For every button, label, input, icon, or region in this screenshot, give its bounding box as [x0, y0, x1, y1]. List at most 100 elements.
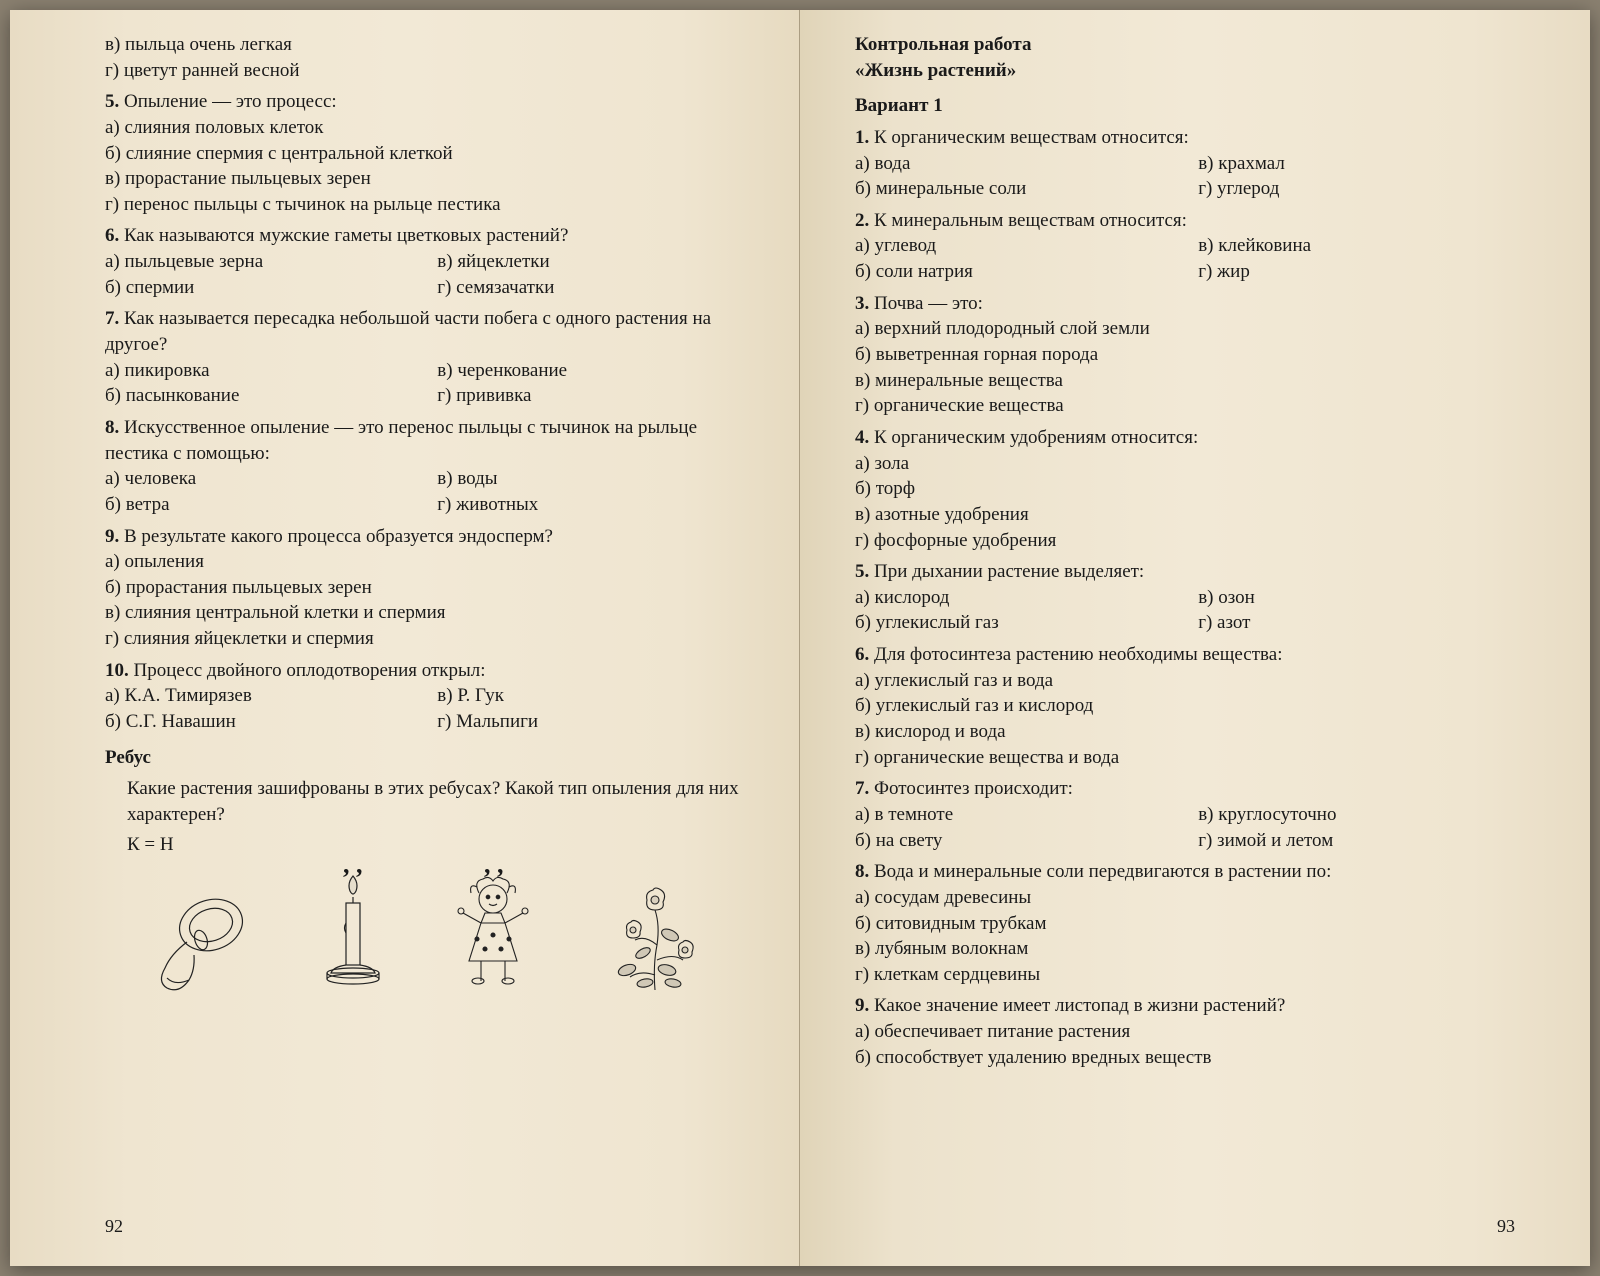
rq6-a: а) углекислый газ и вода: [855, 668, 1515, 694]
rq2-prompt: 2. К минеральным веществам относится:: [855, 208, 1515, 234]
left-content: в) пыльца очень легкая г) цветут ранней …: [105, 32, 744, 1236]
rebus-title: Ребус: [105, 745, 744, 771]
rq5-col2: в) озон г) азот: [1198, 585, 1515, 636]
rq2-a: а) углевод: [855, 233, 1198, 259]
q5-g: г) перенос пыльцы с тычинок на рыльце пе…: [105, 192, 744, 218]
q8: 8. Искусственное опыление — это перенос …: [105, 415, 744, 518]
candle-block: , ,: [323, 847, 383, 995]
rq2-g: г) жир: [1198, 259, 1515, 285]
rq2-num: 2.: [855, 210, 869, 231]
rq5-text: При дыхании растение выделяет:: [874, 561, 1144, 582]
q6-b: б) спермии: [105, 275, 437, 301]
candle-icon: [323, 873, 383, 988]
q7: 7. Как называется пересадка небольшой ча…: [105, 306, 744, 409]
q5-prompt: 5. Опыление — это процесс:: [105, 89, 744, 115]
q10-col1: а) К.А. Тимирязев б) С.Г. Навашин: [105, 683, 437, 734]
q6-col2: в) яйцеклетки г) семязачатки: [437, 249, 744, 300]
q6-g: г) семязачатки: [437, 275, 744, 301]
rq3: 3. Почва — это: а) верхний плодородный с…: [855, 291, 1515, 419]
q8-col2: в) воды г) животных: [437, 466, 744, 517]
variant: Вариант 1: [855, 93, 1515, 119]
rq3-g: г) органические вещества: [855, 393, 1515, 419]
rq4-prompt: 4. К органическим удобрениям относится:: [855, 425, 1515, 451]
q7-b: б) пасынкование: [105, 383, 437, 409]
rq7-g: г) зимой и летом: [1198, 828, 1515, 854]
rq2-col1: а) углевод б) соли натрия: [855, 233, 1198, 284]
q8-num: 8.: [105, 417, 119, 438]
rq8-num: 8.: [855, 861, 869, 882]
rq1-opts: а) вода б) минеральные соли в) крахмал г…: [855, 151, 1515, 202]
q10-text: Процесс двойного оплодотворения открыл:: [134, 660, 486, 681]
q7-v: в) черенкование: [437, 358, 744, 384]
q10-g: г) Мальпиги: [437, 709, 744, 735]
rq4: 4. К органическим удобрениям относится: …: [855, 425, 1515, 553]
rq5-b: б) углекислый газ: [855, 610, 1198, 636]
rq7-col2: в) круглосуточно г) зимой и летом: [1198, 802, 1515, 853]
q6: 6. Как называются мужские гаметы цветков…: [105, 223, 744, 300]
rq4-v: в) азотные удобрения: [855, 502, 1515, 528]
rq3-a: а) верхний плодородный слой земли: [855, 316, 1515, 342]
rq3-num: 3.: [855, 293, 869, 314]
rebus-text: Какие растения зашифрованы в этих ребуса…: [127, 776, 744, 827]
rq5-v: в) озон: [1198, 585, 1515, 611]
rq8-b: б) ситовидным трубкам: [855, 911, 1515, 937]
rq9-a: а) обеспечивает питание растения: [855, 1019, 1515, 1045]
rq5-g: г) азот: [1198, 610, 1515, 636]
rq1-col1: а) вода б) минеральные соли: [855, 151, 1198, 202]
q5-text: Опыление — это процесс:: [124, 91, 337, 112]
q8-b: б) ветра: [105, 492, 437, 518]
rq2-b: б) соли натрия: [855, 259, 1198, 285]
rq8: 8. Вода и минеральные соли передвигаются…: [855, 859, 1515, 987]
rq4-g: г) фосфорные удобрения: [855, 528, 1515, 554]
q9-g: г) слияния яйцеклетки и спермия: [105, 626, 744, 652]
q10-num: 10.: [105, 660, 129, 681]
rq4-b: б) торф: [855, 476, 1515, 502]
rq7-col1: а) в темноте б) на свету: [855, 802, 1198, 853]
q4-opt-v: в) пыльца очень легкая: [105, 32, 744, 58]
doll-icon: [451, 873, 536, 988]
rq2: 2. К минеральным веществам относится: а)…: [855, 208, 1515, 285]
q5-num: 5.: [105, 91, 119, 112]
rq1-a: а) вода: [855, 151, 1198, 177]
rq5-opts: а) кислород б) углекислый газ в) озон г)…: [855, 585, 1515, 636]
rq1-prompt: 1. К органическим веществам относится:: [855, 125, 1515, 151]
rebus-images: , ,: [105, 865, 744, 995]
q8-text: Искусственное опыление — это перенос пыл…: [105, 417, 697, 464]
q6-col1: а) пыльцевые зерна б) спермии: [105, 249, 437, 300]
rq9-text: Какое значение имеет листопад в жизни ра…: [874, 995, 1285, 1016]
q7-g: г) прививка: [437, 383, 744, 409]
q8-col1: а) человека б) ветра: [105, 466, 437, 517]
header-2: «Жизнь растений»: [855, 58, 1515, 84]
rq3-b: б) выветренная горная порода: [855, 342, 1515, 368]
rq3-v: в) минеральные вещества: [855, 368, 1515, 394]
rq6-g: г) органические вещества и вода: [855, 745, 1515, 771]
q5-a: а) слияния половых клеток: [105, 115, 744, 141]
rq7-num: 7.: [855, 778, 869, 799]
rq5-prompt: 5. При дыхании растение выделяет:: [855, 559, 1515, 585]
rq6-b: б) углекислый газ и кислород: [855, 693, 1515, 719]
rq1-g: г) углерод: [1198, 176, 1515, 202]
right-content: Контрольная работа «Жизнь растений» Вари…: [855, 32, 1515, 1236]
rq5-num: 5.: [855, 561, 869, 582]
rq6-text: Для фотосинтеза растению необходимы веще…: [874, 644, 1282, 665]
rq1-v: в) крахмал: [1198, 151, 1515, 177]
rq1-text: К органическим веществам относится:: [874, 127, 1189, 148]
page-left: в) пыльца очень легкая г) цветут ранней …: [10, 10, 800, 1266]
q10: 10. Процесс двойного оплодотворения откр…: [105, 658, 744, 735]
page-num-left: 92: [105, 1214, 123, 1238]
q7-col2: в) черенкование г) прививка: [437, 358, 744, 409]
rose-icon: [605, 875, 710, 995]
q7-num: 7.: [105, 308, 119, 329]
rq5: 5. При дыхании растение выделяет: а) кис…: [855, 559, 1515, 636]
q4-tail: в) пыльца очень легкая г) цветут ранней …: [105, 32, 744, 83]
rq1-col2: в) крахмал г) углерод: [1198, 151, 1515, 202]
q5-b: б) слияние спермия с центральной клеткой: [105, 141, 744, 167]
q10-b: б) С.Г. Навашин: [105, 709, 437, 735]
q6-prompt: 6. Как называются мужские гаметы цветков…: [105, 223, 744, 249]
rq7-text: Фотосинтез происходит:: [874, 778, 1073, 799]
rq2-col2: в) клейковина г) жир: [1198, 233, 1515, 284]
q7-opts: а) пикировка б) пасынкование в) черенков…: [105, 358, 744, 409]
q6-text: Как называются мужские гаметы цветковых …: [124, 225, 568, 246]
q9-v: в) слияния центральной клетки и спермия: [105, 600, 744, 626]
q9-b: б) прорастания пыльцевых зерен: [105, 575, 744, 601]
